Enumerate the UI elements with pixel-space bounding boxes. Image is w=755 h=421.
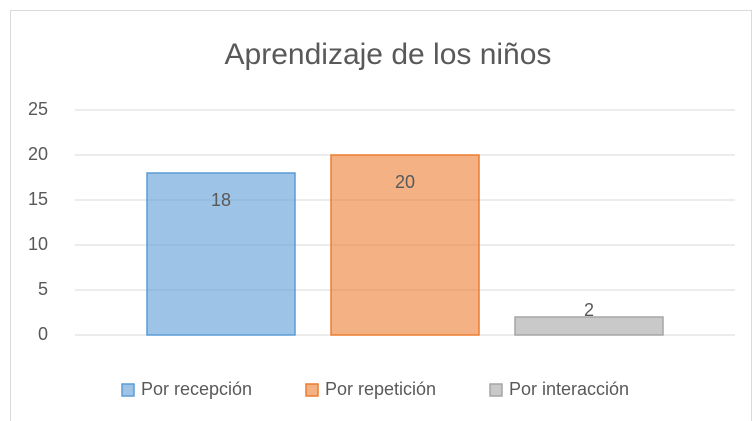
legend-label: Por interacción (509, 379, 629, 399)
legend-swatch (305, 383, 319, 397)
bar (514, 316, 664, 336)
legend-label: Por repetición (325, 379, 436, 399)
y-tick-label: 20 (28, 144, 48, 164)
data-label: 2 (584, 300, 594, 320)
bar (330, 154, 480, 336)
y-tick-label: 0 (38, 324, 48, 344)
legend-swatch (121, 383, 135, 397)
bar (146, 172, 296, 336)
legend-label: Por recepción (141, 379, 252, 399)
data-label: 20 (395, 172, 415, 192)
data-label: 18 (211, 190, 231, 210)
y-tick-label: 25 (28, 99, 48, 119)
y-tick-label: 15 (28, 189, 48, 209)
y-tick-label: 10 (28, 234, 48, 254)
legend-swatch (489, 383, 503, 397)
y-tick-label: 5 (38, 279, 48, 299)
chart-title: Aprendizaje de los niños (225, 38, 552, 71)
